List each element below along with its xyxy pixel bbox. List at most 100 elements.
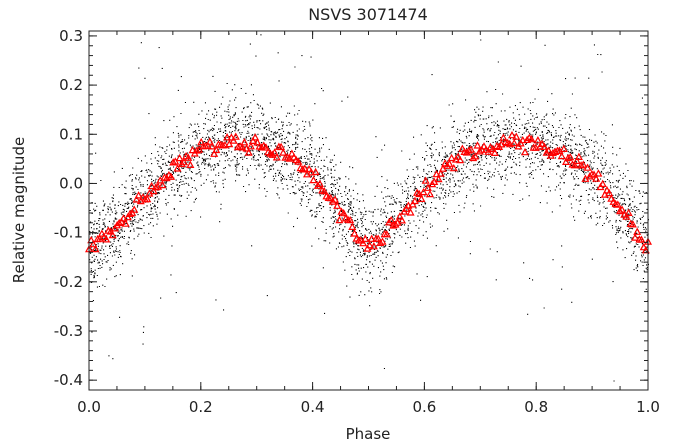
binned-point (108, 230, 117, 239)
binned-point (469, 153, 478, 162)
binned-point (628, 220, 637, 228)
binned-point (348, 222, 357, 230)
binned-point (520, 147, 530, 156)
binned-point (184, 153, 193, 161)
binned-point (220, 140, 230, 149)
binned-point (443, 161, 452, 169)
binned-point (518, 135, 527, 144)
binned-point (572, 156, 581, 164)
binned-point (117, 217, 126, 225)
binned-point (458, 144, 467, 152)
binned-point (631, 233, 640, 241)
binned-point (147, 181, 156, 190)
binned-point (391, 220, 400, 228)
binned-point (320, 186, 329, 195)
binned-point (471, 152, 480, 160)
binned-point (369, 242, 378, 250)
binned-point (579, 160, 588, 168)
binned-point (225, 139, 234, 148)
binned-point (436, 169, 445, 177)
binned-point (130, 205, 139, 213)
binned-point (223, 133, 232, 141)
binned-point (423, 183, 432, 191)
binned-point (197, 137, 206, 146)
y-tick-label: -0.2 (54, 273, 83, 291)
binned-point (557, 151, 566, 160)
binned-point (279, 148, 288, 156)
binned-point (132, 195, 141, 203)
binned-point (473, 141, 482, 149)
binned-point (531, 143, 540, 151)
x-tick-label: 0.6 (412, 398, 436, 416)
binned-point (97, 229, 106, 237)
binned-point (466, 145, 476, 153)
binned-point (307, 168, 316, 176)
binned-point (339, 208, 348, 217)
binned-point (633, 227, 642, 235)
binned-point (143, 194, 152, 203)
binned-point (618, 205, 627, 213)
y-tick-label: 0.0 (59, 174, 83, 192)
binned-point (257, 143, 266, 151)
binned-point (246, 142, 255, 150)
binned-point (363, 244, 372, 252)
binned-point (374, 234, 383, 242)
binned-point (212, 145, 221, 154)
plot-frame (88, 30, 649, 391)
binned-point (305, 164, 314, 173)
binned-point (102, 235, 111, 243)
binned-point (425, 189, 435, 198)
binned-point (464, 146, 473, 154)
binned-point (240, 138, 249, 146)
binned-point (583, 163, 592, 171)
binned-point (589, 170, 599, 178)
y-tick-label: -0.4 (54, 371, 83, 389)
binned-point (510, 138, 519, 147)
binned-point (253, 138, 262, 146)
binned-point (397, 216, 407, 224)
binned-point (378, 237, 387, 245)
binned-point (326, 193, 335, 202)
x-tick-label: 1.0 (636, 398, 660, 416)
binned-point (540, 142, 549, 150)
binned-point (361, 234, 370, 242)
binned-point (149, 186, 158, 195)
binned-point (175, 153, 184, 162)
binned-point (406, 208, 415, 216)
y-tick-label: 0.1 (59, 125, 83, 143)
binned-points-red (84, 130, 653, 254)
binned-point (566, 152, 575, 161)
binned-point (523, 135, 532, 143)
binned-point (248, 136, 258, 144)
binned-point (602, 186, 612, 194)
binned-point (490, 148, 499, 156)
y-axis: 0.3 0.2 0.1 0.0 -0.1 -0.2 -0.3 -0.4 (54, 27, 648, 389)
binned-point (432, 169, 441, 178)
binned-point (261, 143, 271, 151)
binned-point (125, 209, 135, 217)
binned-point (346, 215, 355, 224)
scatter-points-black (89, 33, 649, 382)
binned-point (479, 142, 489, 150)
chart-title: NSVS 3071474 (308, 5, 428, 24)
binned-point (408, 200, 417, 208)
binned-point (533, 136, 542, 144)
binned-point (186, 160, 195, 168)
binned-point (382, 230, 391, 238)
binned-point (365, 240, 374, 249)
y-tick-label: 0.3 (59, 27, 83, 45)
binned-point (192, 146, 201, 154)
binned-point (238, 143, 247, 151)
binned-point (622, 212, 631, 220)
binned-point (134, 191, 143, 199)
binned-point (359, 238, 368, 247)
binned-point (272, 153, 281, 161)
binned-point (570, 161, 579, 169)
binned-point (551, 147, 560, 155)
binned-point (270, 148, 279, 156)
binned-point (158, 180, 167, 189)
binned-point (89, 239, 98, 248)
binned-point (505, 139, 514, 148)
binned-point (542, 148, 551, 156)
binned-point (594, 169, 603, 177)
